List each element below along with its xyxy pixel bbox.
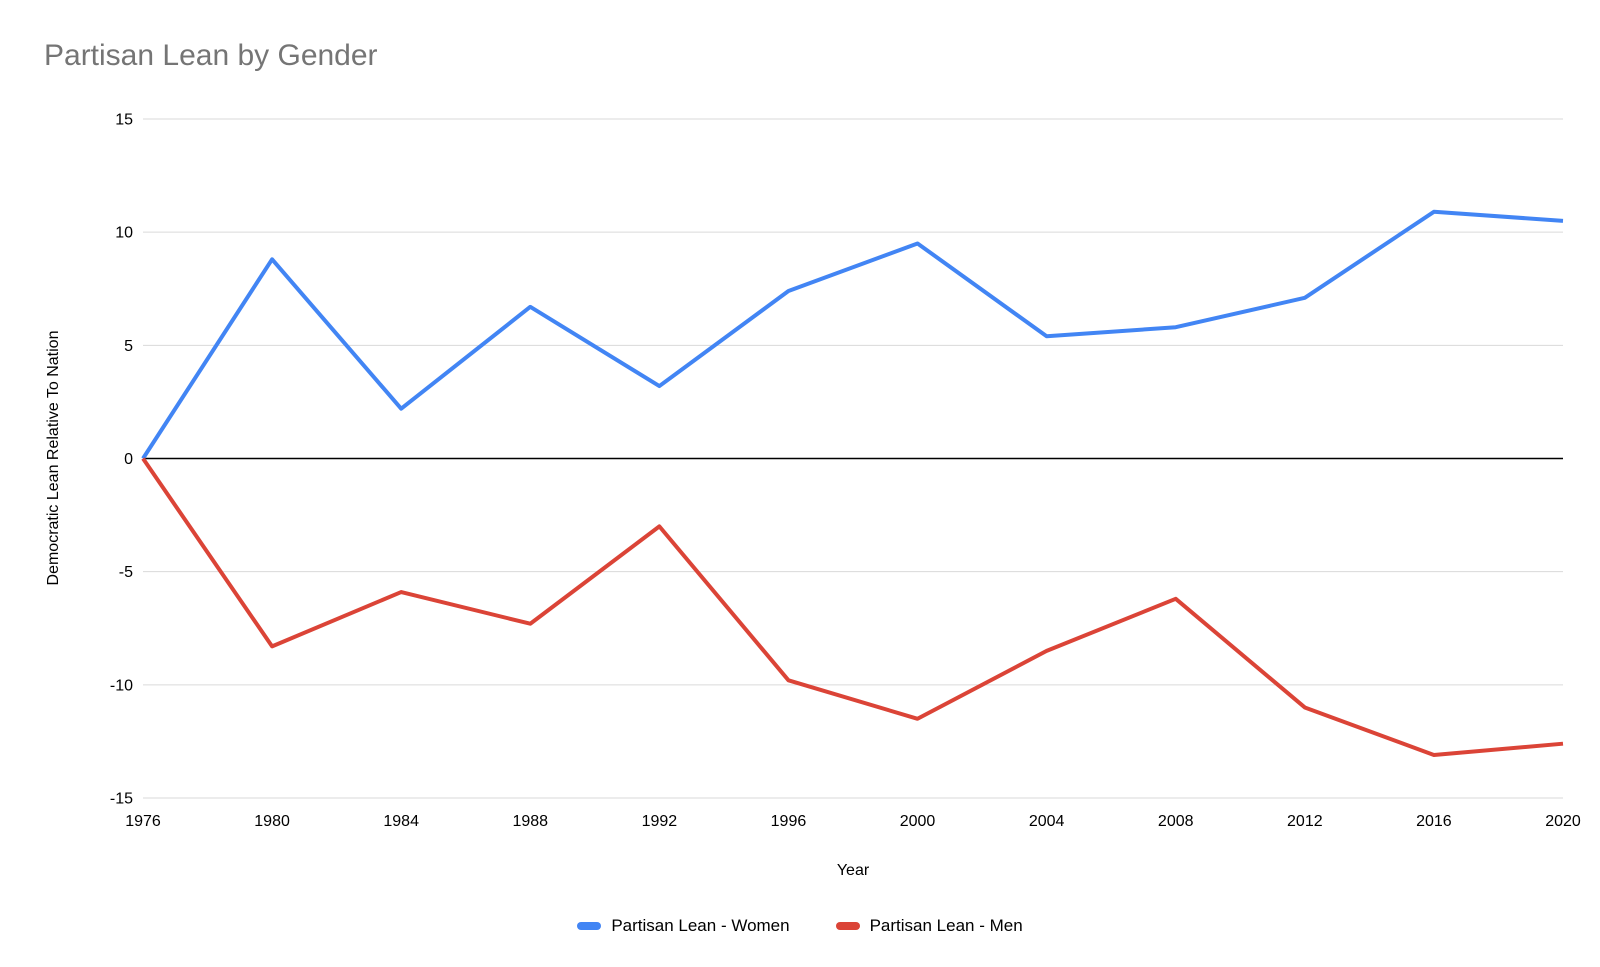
x-tick-label: 1988 <box>512 813 548 830</box>
series-line-men <box>141 457 1564 757</box>
x-tick-label: 1984 <box>383 813 419 830</box>
legend-label-men: Partisan Lean - Men <box>869 916 1023 935</box>
y-tick-label: -10 <box>110 677 133 694</box>
y-tick-label: 0 <box>124 451 133 468</box>
x-tick-label: 2004 <box>1029 813 1065 830</box>
legend-swatch-men-icon <box>835 922 860 930</box>
x-tick-label: 2016 <box>1416 813 1452 830</box>
x-tick-label: 1976 <box>125 813 161 830</box>
y-tick-label: -5 <box>119 564 133 581</box>
x-tick-label: 2012 <box>1287 813 1323 830</box>
y-tick-label: 10 <box>115 225 133 242</box>
x-tick-label: 1996 <box>771 813 807 830</box>
legend-item-women: Partisan Lean - Women <box>577 916 790 936</box>
x-tick-label: 2020 <box>1545 813 1581 830</box>
x-tick-label: 1980 <box>254 813 290 830</box>
x-tick-label: 1992 <box>642 813 678 830</box>
x-tick-label: 2000 <box>900 813 936 830</box>
x-axis-title: Year <box>836 862 870 879</box>
y-tick-label: 15 <box>115 112 133 129</box>
x-tick-label: 2008 <box>1158 813 1194 830</box>
legend-label-women: Partisan Lean - Women <box>611 916 790 935</box>
chart-title: Partisan Lean by Gender <box>44 39 378 72</box>
legend: Partisan Lean - Women Partisan Lean - Me… <box>0 916 1600 936</box>
legend-item-men: Partisan Lean - Men <box>835 916 1023 936</box>
y-tick-label: -15 <box>110 791 133 808</box>
y-tick-label: 5 <box>124 338 133 355</box>
legend-swatch-women-icon <box>577 922 602 930</box>
series-line-women <box>141 209 1564 460</box>
